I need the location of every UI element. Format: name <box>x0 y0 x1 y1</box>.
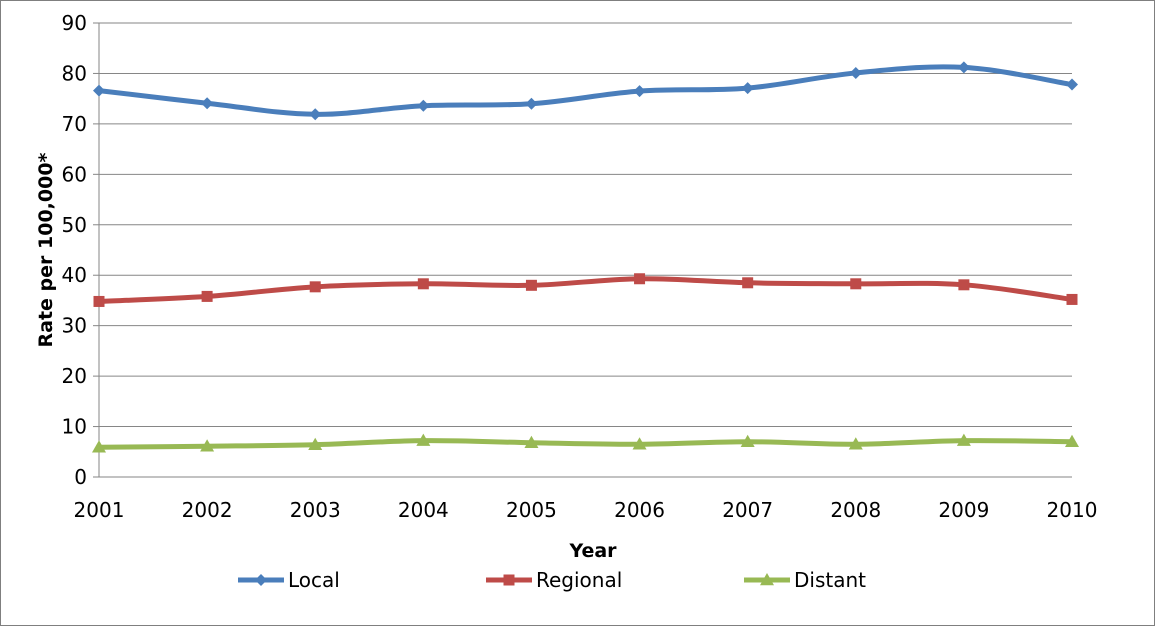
y-axis-title: Rate per 100,000* <box>35 152 57 347</box>
data-point-regional <box>93 295 105 307</box>
x-tick-label: 2010 <box>1047 498 1098 522</box>
x-tick-label: 2003 <box>290 498 341 522</box>
data-point-regional <box>417 278 429 290</box>
y-axis: 0 10 20 30 40 50 60 70 80 90 <box>62 11 100 489</box>
data-point-distant <box>92 440 106 453</box>
x-tick-label: 2001 <box>74 498 125 522</box>
y-tick-label: 30 <box>62 314 87 338</box>
legend-item-distant: Distant <box>744 568 866 592</box>
y-tick-label: 90 <box>62 11 87 35</box>
data-point-distant <box>848 437 863 450</box>
data-point-regional <box>742 277 754 289</box>
data-point-regional <box>201 290 213 302</box>
series-layer <box>92 61 1079 453</box>
series-line-local <box>96 64 1075 117</box>
data-point-distant <box>416 433 431 446</box>
data-point-regional <box>958 279 970 291</box>
data-point-distant <box>740 434 755 447</box>
legend-swatch-marker <box>255 574 267 586</box>
legend-swatch-marker <box>760 573 774 586</box>
data-point-local <box>417 99 430 112</box>
series-line-distant <box>96 438 1075 450</box>
y-tick-label: 20 <box>62 364 87 388</box>
legend-label: Local <box>288 568 340 592</box>
series-local <box>93 61 1078 121</box>
data-point-distant <box>308 437 323 450</box>
y-tick-label: 10 <box>62 415 87 439</box>
series-regional <box>93 273 1078 307</box>
x-tick-label: 2005 <box>506 498 557 522</box>
data-point-local <box>849 66 862 79</box>
data-point-local <box>309 108 322 121</box>
data-point-regional <box>850 278 862 290</box>
x-tick-label: 2009 <box>938 498 989 522</box>
series-distant <box>92 433 1079 453</box>
data-point-local <box>957 61 970 74</box>
legend-item-regional: Regional <box>486 568 622 592</box>
y-tick-label: 50 <box>62 213 87 237</box>
data-point-local <box>201 97 214 110</box>
data-point-regional <box>1066 293 1078 305</box>
legend-label: Distant <box>794 568 866 592</box>
y-tick-label: 40 <box>62 263 87 287</box>
y-tick-label: 70 <box>62 112 87 136</box>
series-line-regional <box>96 276 1075 304</box>
y-tick-label: 80 <box>62 61 87 85</box>
gridlines <box>99 22 1072 428</box>
x-tick-label: 2004 <box>398 498 449 522</box>
y-tick-label: 0 <box>74 465 87 489</box>
x-tick-label: 2008 <box>830 498 881 522</box>
data-point-distant <box>956 433 971 446</box>
data-point-distant <box>1065 434 1079 447</box>
x-axis: 2001 2002 2003 2004 2005 2006 2007 2008 2009 2010 <box>74 476 1098 522</box>
data-point-local <box>741 82 754 95</box>
data-point-regional <box>309 281 321 293</box>
x-tick-label: 2007 <box>722 498 773 522</box>
data-point-local <box>525 97 538 110</box>
legend: Local Regional Distant <box>238 568 866 592</box>
x-tick-label: 2006 <box>614 498 665 522</box>
data-point-regional <box>634 273 646 285</box>
data-point-distant <box>200 439 215 452</box>
x-axis-title: Year <box>568 540 617 562</box>
data-point-local <box>1066 78 1078 91</box>
data-point-distant <box>524 435 539 448</box>
x-tick-label: 2002 <box>182 498 233 522</box>
legend-label: Regional <box>536 568 622 592</box>
data-point-local <box>93 84 105 97</box>
data-point-local <box>633 85 646 98</box>
data-point-regional <box>525 279 537 291</box>
legend-item-local: Local <box>238 568 340 592</box>
y-tick-label: 60 <box>62 162 87 186</box>
data-point-distant <box>632 437 647 450</box>
legend-swatch-marker <box>503 574 515 586</box>
